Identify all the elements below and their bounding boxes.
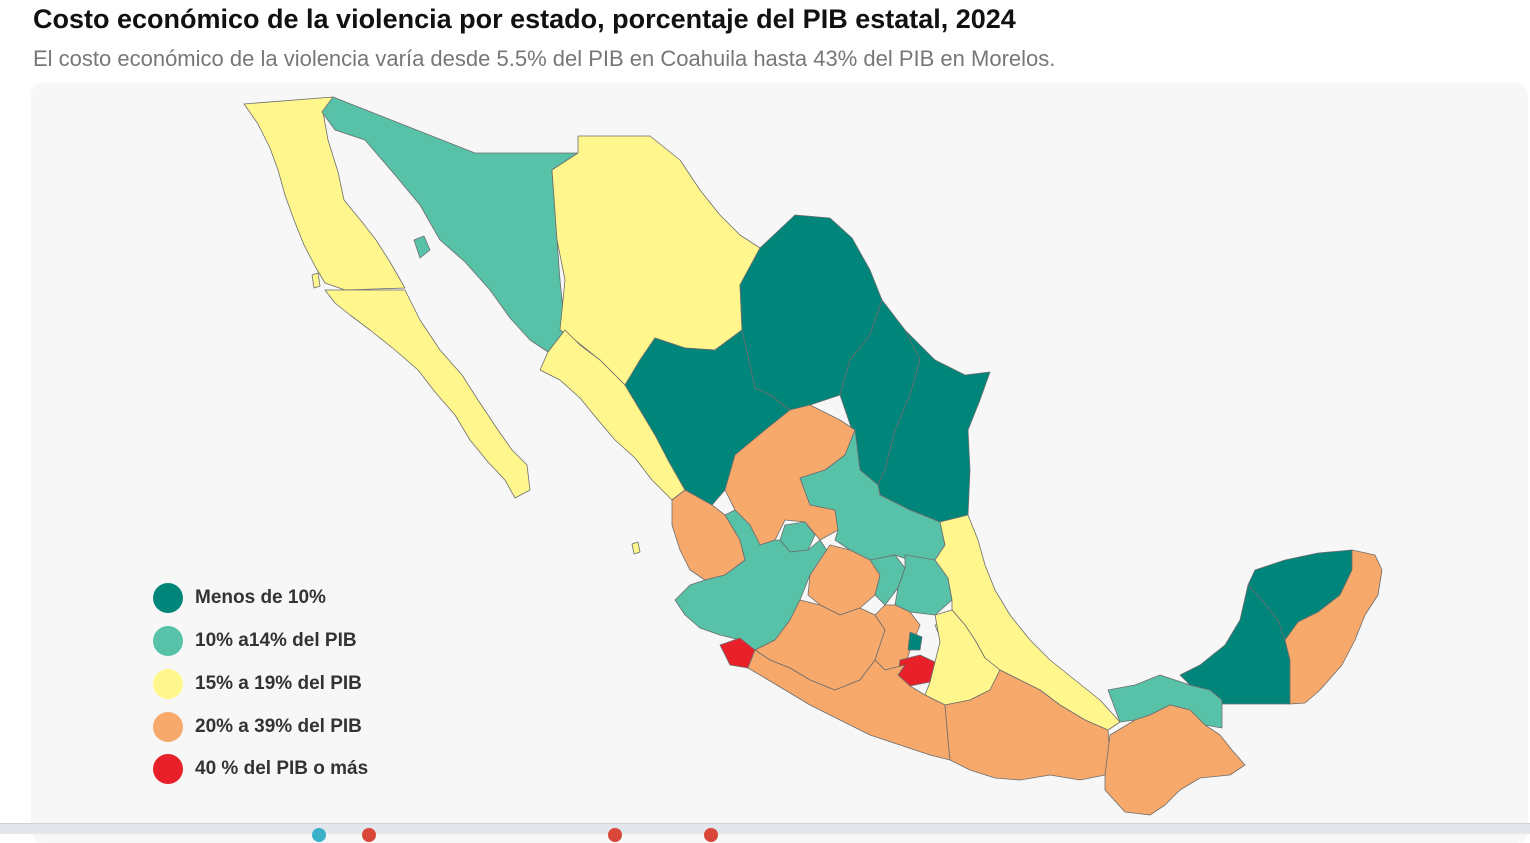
legend-swatch-red [153,754,183,784]
legend-swatch-orange [153,712,183,742]
legend-item-10-14: 10% a14% del PIB [153,626,357,656]
legend-label: 15% a 19% del PIB [195,673,362,694]
legend-item-40-mas: 40 % del PIB o más [153,754,368,784]
taskbar-icon[interactable] [704,828,718,842]
region-tiburon-island [413,235,431,259]
legend-label: 20% a 39% del PIB [195,716,362,737]
legend-swatch-light-green [153,626,183,656]
taskbar-icon[interactable] [312,828,326,842]
region-islas-marias [631,541,641,555]
chart-subtitle: El costo económico de la violencia varía… [33,46,1056,71]
legend-item-20-39: 20% a 39% del PIB [153,712,362,742]
region-guerrero [747,649,951,761]
legend-item-menos-10: Menos de 10% [153,583,326,613]
taskbar-strip [0,823,1530,842]
region-quintana-roo [1284,549,1383,705]
region-baja-california-sur [324,289,531,499]
region-queretaro [869,554,906,606]
mexico-map [243,96,1383,816]
chart-title: Costo económico de la violencia por esta… [33,4,1016,34]
legend-swatch-yellow [153,669,183,699]
region-ciudad-de-mexico [907,631,923,651]
legend-label: 40 % del PIB o más [195,758,369,779]
legend-label: 10% a14% del PIB [195,630,357,651]
taskbar-icon[interactable] [608,828,622,842]
region-baja-california [243,96,406,291]
legend-label: Menos de 10% [195,587,326,608]
taskbar-icon[interactable] [362,828,376,842]
map-panel: Menos de 10% 10% a14% del PIB 15% a 19% … [31,83,1528,843]
legend-swatch-dark-green [153,583,183,613]
region-isla-guadalupe [311,272,321,289]
region-chiapas [1104,704,1246,816]
legend-item-15-19: 15% a 19% del PIB [153,669,362,699]
